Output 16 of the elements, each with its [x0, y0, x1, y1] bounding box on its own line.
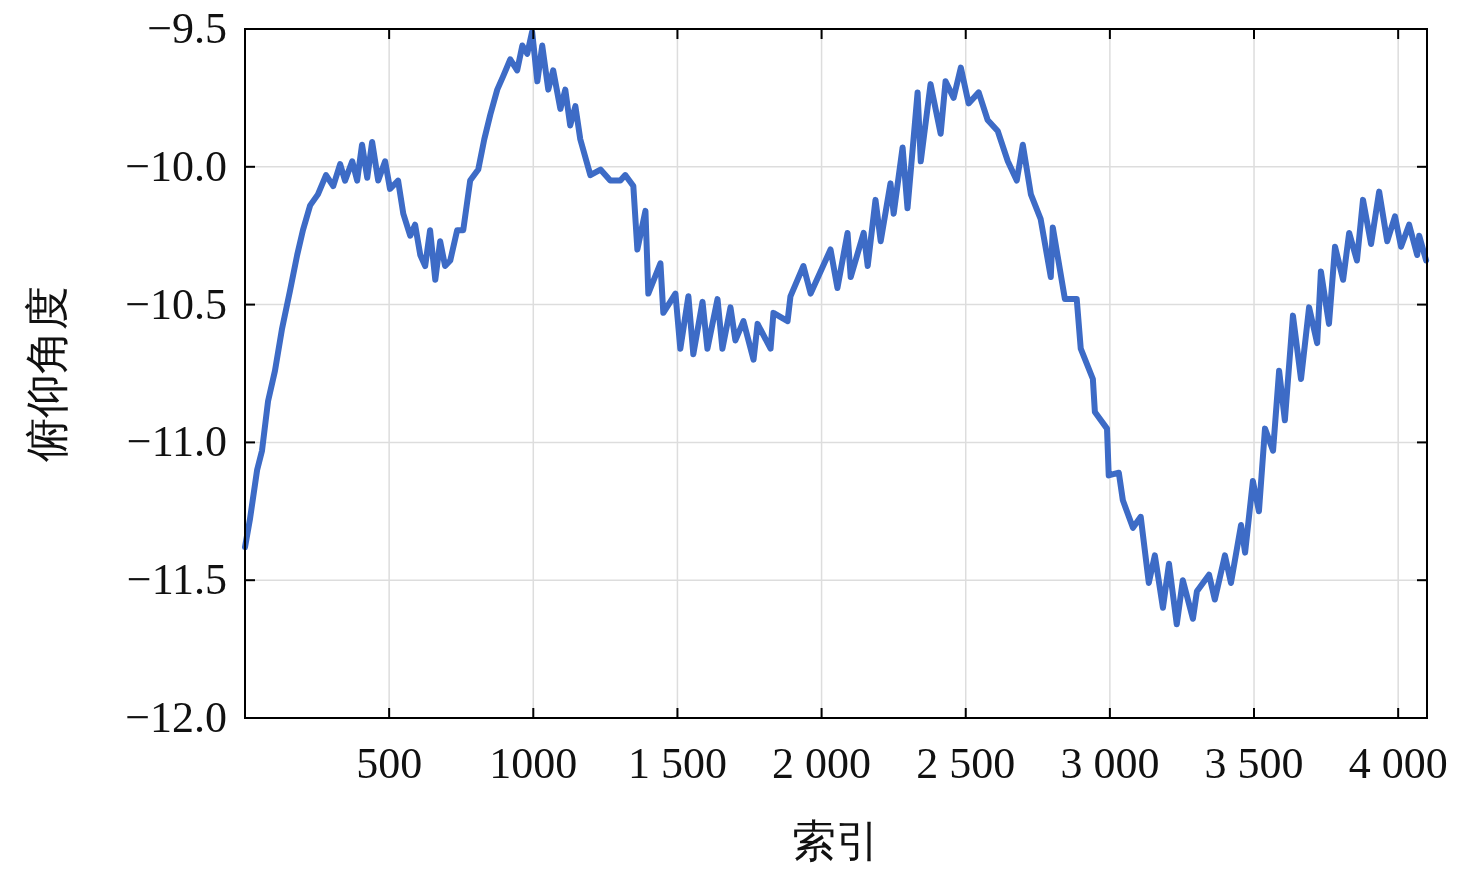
x-tick-label: 500 — [356, 739, 423, 788]
x-tick-label: 4 000 — [1348, 739, 1448, 788]
y-tick-label: −10.0 — [125, 141, 227, 191]
y-axis-title: 俯仰角度 — [23, 285, 72, 462]
y-tick-label: −9.5 — [147, 4, 227, 53]
y-tick-label: −11.0 — [126, 417, 227, 467]
x-tick-label: 2 500 — [916, 739, 1016, 788]
x-axis-title: 索引 — [792, 817, 880, 866]
y-tick-label: −12.0 — [125, 693, 227, 742]
x-tick-label: 3 500 — [1204, 739, 1304, 788]
x-tick-label: 1 500 — [627, 739, 727, 788]
x-tick-label: 1000 — [489, 739, 578, 788]
x-tick-label: 3 000 — [1060, 739, 1160, 788]
y-tick-label: −10.5 — [125, 279, 227, 329]
x-tick-label: 2 000 — [772, 739, 872, 788]
y-tick-label: −11.5 — [126, 555, 227, 605]
